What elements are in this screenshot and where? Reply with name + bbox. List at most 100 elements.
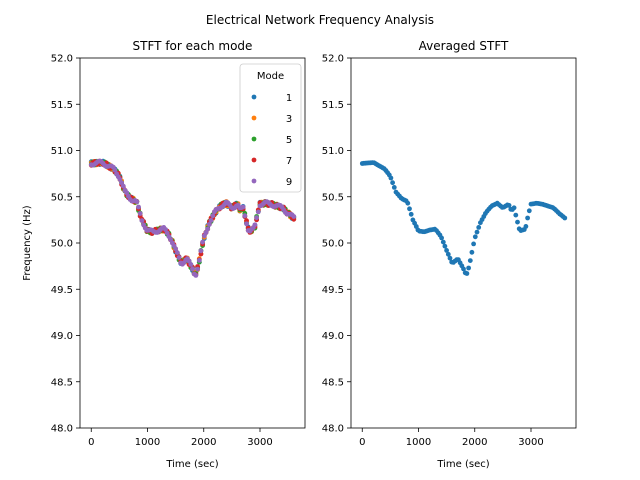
data-point [447,255,453,261]
data-point [466,265,471,271]
x-tick-label: 3000 [518,437,543,448]
data-point [562,215,568,221]
x-axis-label: Time (sec) [436,459,489,470]
data-point [474,229,480,235]
data-points [88,158,297,278]
data-point [391,185,397,190]
data-point [461,266,466,272]
y-tick-label: 48.5 [51,377,73,388]
legend-marker [251,136,257,142]
y-tick-label: 52.0 [322,54,344,65]
legend-entry-label: 7 [286,156,292,167]
data-point [173,246,179,252]
x-tick-label: 2000 [191,437,216,448]
chart-panels: STFT for each mode 0 1000 2000 3000 48.0 48.5 4… [22,39,577,470]
data-point [198,248,204,254]
data-point [511,205,517,211]
data-point [195,266,201,272]
axes-frame [350,57,577,429]
data-point [242,213,248,219]
data-point [136,204,141,210]
y-tick-label: 51.5 [322,100,344,111]
y-tick-label: 49.0 [51,331,73,342]
data-point [252,222,258,228]
data-point [408,211,414,217]
figure-title: Electrical Network Frequency Analysis [206,13,434,27]
data-point [476,225,482,230]
legend-entry-label: 5 [286,135,292,146]
panel-1: STFT for each mode 0 1000 2000 3000 48.0 48.5 4… [22,39,306,470]
data-point [176,255,182,260]
panel-2: Averaged STFT 0 1000 2000 3000 48.0 48.5 49.0 49… [322,39,577,470]
data-point [200,239,206,245]
data-point [515,219,520,225]
legend-entry-label: 9 [286,177,292,188]
x-tick-label: 3000 [247,437,272,448]
legend-title: Mode [257,71,284,82]
y-tick-label: 50.5 [322,192,344,203]
y-tick-label: 50.0 [322,239,344,250]
data-point [120,183,126,189]
data-point [439,235,444,241]
data-point [472,234,478,240]
legend-box [239,63,302,193]
data-point [193,273,199,278]
legend-marker [251,178,257,184]
y-tick-label: 51.5 [51,100,73,111]
data-point [445,251,451,257]
y-tick-label: 48.0 [51,424,73,435]
data-point [506,203,512,208]
y-tick-label: 49.0 [322,331,344,342]
data-point [163,227,168,232]
data-point [134,199,140,205]
data-point [444,248,449,253]
series-Averaged [359,160,568,276]
data-point [174,250,180,256]
data-point [139,218,145,224]
x-tick-label: 0 [88,437,94,448]
y-tick-label: 48.0 [322,424,344,435]
x-tick-label: 1000 [135,437,160,448]
legend-marker [251,157,257,163]
data-point [467,258,473,263]
data-point [388,175,394,181]
data-point [188,262,194,267]
y-tick-label: 52.0 [51,54,73,65]
data-point [137,211,143,216]
data-point [291,214,297,219]
y-tick-label: 51.0 [51,146,73,157]
legend-entry-label: 3 [286,114,292,125]
x-tick-label: 2000 [462,437,487,448]
data-point [208,218,214,223]
data-point [526,208,532,214]
data-point [440,239,446,245]
data-point [523,224,529,229]
series-9 [88,158,297,278]
data-point [210,213,216,219]
y-tick-label: 49.5 [322,285,344,296]
data-point [255,209,261,215]
data-point [390,180,395,186]
data-point [190,266,195,272]
legend-entry-label: 1 [286,93,292,104]
data-point [244,221,249,227]
y-tick-label: 50.0 [51,239,73,250]
x-axis-label: Time (sec) [165,459,218,470]
legend-marker [251,115,257,121]
y-axis-label: Frequency (Hz) [22,205,33,281]
y-tick-label: 51.0 [322,146,344,157]
x-tick-label: 1000 [406,437,431,448]
data-point [196,258,202,263]
data-point [405,200,411,206]
x-tick-label: 0 [359,437,365,448]
data-point [205,226,211,232]
data-point [240,204,246,210]
panel-title: Averaged STFT [419,39,509,53]
data-point [407,206,412,212]
data-point [442,243,448,249]
data-point [254,215,259,221]
legend-marker [251,94,257,100]
data-point [469,249,475,255]
